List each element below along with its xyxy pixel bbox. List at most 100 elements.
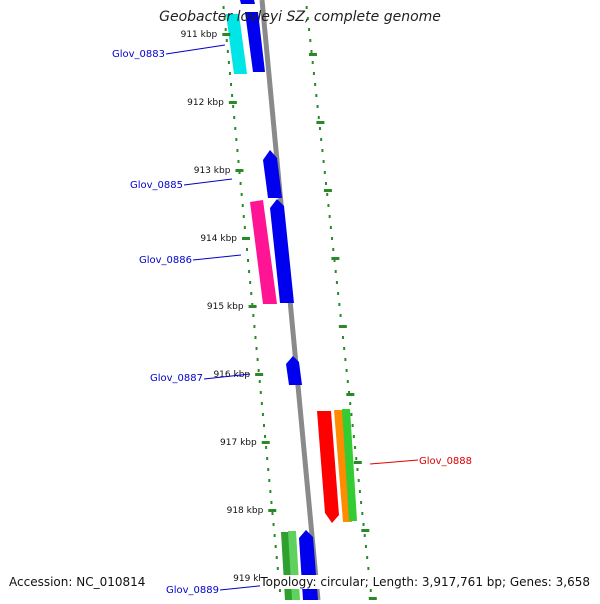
outer-dotted-track-dot [326,193,329,196]
outer-dotted-track-dot [358,490,361,493]
inner-dotted-track-dot [232,105,235,108]
outer-dotted-track-dot [333,259,336,262]
gene-label-glov_0886[interactable]: Glov_0886 [139,255,192,266]
outer-dotted-track-dot [356,468,359,471]
outer-dotted-track-dot [367,567,370,570]
gene-arrow-blue-0885[interactable] [263,150,282,198]
gene-arrow-blue-0886[interactable] [270,199,294,303]
inner-dotted-track-dot [259,391,262,394]
outer-dotted-track-dot [322,160,325,163]
inner-dotted-track-dot [227,61,230,64]
outer-dotted-track-dot [350,413,353,416]
inner-dotted-track-dot [233,116,236,119]
gene-arrow-pink[interactable] [250,200,277,304]
gene-arrow-red[interactable] [317,411,339,523]
outer-dotted-track-dot [361,512,364,515]
gene-arrow-cyan[interactable] [226,14,247,74]
gene-leader-line [219,584,269,591]
inner-dotted-track-dot [231,94,234,97]
outer-dotted-track-dot [366,556,369,559]
inner-dotted-track-dot [271,512,274,515]
inner-dotted-track-dot [226,50,229,53]
inner-dotted-track-dot [241,204,244,207]
scale-tick [255,373,264,376]
scale-tick [248,305,257,308]
scale-tick [228,101,237,104]
outer-dotted-track-dot [348,391,351,394]
inner-dotted-track-dot [234,127,237,130]
inner-dotted-track-dot [268,479,271,482]
scale-tick [268,509,277,512]
scale-tick-outer [331,257,340,260]
scale-tick-outer [316,121,325,124]
outer-dotted-track-dot [309,39,312,42]
gene-label-glov_0888[interactable]: Glov_0888 [419,456,472,467]
genome-summary: Topology: circular; Length: 3,917,761 bp… [260,575,590,589]
accession-label: Accession: NC_010814 [9,575,146,589]
outer-dotted-track-dot [354,446,357,449]
outer-dotted-track-dot [363,534,366,537]
inner-dotted-track-dot [257,369,260,372]
outer-dotted-track-dot [306,17,309,20]
scale-tick-outer [308,53,317,56]
outer-dotted-track-dot [314,83,317,86]
outer-dotted-track-dot [331,237,334,240]
outer-dotted-track-dot [338,303,341,306]
outer-dotted-track-dot [341,336,344,339]
gene-labels: Glov_0883 Glov_0885 Glov_0886 Glov_0887 Glov… [112,44,472,596]
outer-dotted-track-dot [325,182,328,185]
inner-dotted-track-dot [230,83,233,86]
outer-dotted-track-dot [323,171,326,174]
inner-dotted-track-dot [242,215,245,218]
gene-arrow-blue-0887[interactable] [286,356,302,385]
inner-dotted-track-dot [250,292,253,295]
gene-arrow-blue-0889[interactable] [299,530,318,600]
scale-label: 911 kbp [181,30,218,40]
outer-dotted-track-dot [327,204,330,207]
scale-label: 918 kbp [227,506,264,516]
inner-dotted-track-dot [228,72,231,75]
scale-label: 913 kbp [194,166,231,176]
genome-title: Geobacter lovleyi SZ, complete genome [159,9,441,25]
inner-dotted-track-dot [274,545,277,548]
inner-dotted-track-dot [248,270,251,273]
scale-tick-outer [361,529,370,532]
inner-dotted-track-dot [266,457,269,460]
inner-dotted-track-dot [245,248,248,251]
inner-dotted-track-dot [235,138,238,141]
gene-label-glov_0889[interactable]: Glov_0889 [166,585,219,596]
inner-dotted-track-dot [254,336,257,339]
inner-dotted-track-dot [253,325,256,328]
outer-dotted-track-dot [308,28,311,31]
kbp-scale: 911 kbp 912 kbp 913 kbp 914 kbp 915 kbp 916 k… [181,30,377,600]
scale-label: 912 kbp [187,98,224,108]
inner-dotted-track-dot [222,6,225,9]
inner-dotted-track-dot [264,435,267,438]
inner-dotted-track-dot [237,160,240,163]
outer-dotted-track-dot [318,127,321,130]
gene-arrow-blue-0883[interactable] [245,12,265,72]
outer-dotted-track-dot [332,248,335,251]
outer-dotted-track-dot [360,501,363,504]
inner-dotted-track-dot [252,314,255,317]
scale-label: 914 kbp [200,234,237,244]
scale-tick-outer [323,189,332,192]
outer-dotted-track-dot [357,479,360,482]
gene-arrow-blue-top[interactable] [240,0,255,4]
gene-label-glov_0887[interactable]: Glov_0887 [150,373,203,384]
gene-label-glov_0885[interactable]: Glov_0885 [130,180,183,191]
inner-dotted-track-dot [247,259,250,262]
outer-dotted-track-dot [337,292,340,295]
outer-dotted-track-dot [355,457,358,460]
gene-label-glov_0883[interactable]: Glov_0883 [112,49,165,60]
outer-dotted-track-dot [335,281,338,284]
inner-dotted-track-dot [262,424,265,427]
gene-arrow-green[interactable] [342,409,357,521]
scale-tick-outer [346,393,355,396]
scale-label: 917 kbp [220,438,257,448]
scale-tick-outer [338,325,347,328]
scale-label: 919 kbp [233,574,270,584]
outer-dotted-track-dot [345,369,348,372]
